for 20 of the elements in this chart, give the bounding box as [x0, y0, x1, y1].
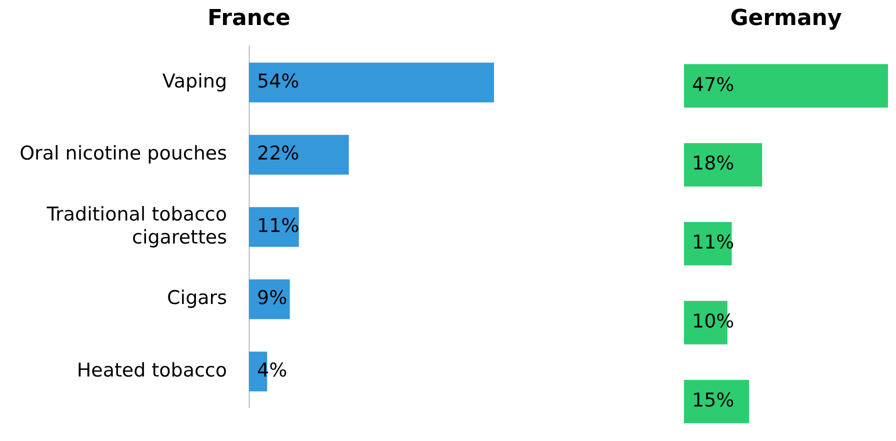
chart-title: France: [208, 6, 290, 31]
data-label: 47%: [692, 74, 734, 96]
y-tick-label: Vaping: [162, 70, 227, 92]
bar: [249, 207, 299, 247]
y-tick-label: Heated tobacco: [76, 359, 227, 382]
y-tick-label: Traditional tobacco cigarettes: [46, 204, 227, 248]
data-label: 15%: [692, 389, 734, 412]
data-label: 11%: [257, 214, 300, 237]
bar: [249, 62, 494, 102]
bar: [684, 380, 750, 424]
data-label: 18%: [692, 152, 734, 175]
data-label: 22%: [257, 142, 300, 165]
chart-title: Germany: [730, 6, 842, 31]
data-label: 9%: [257, 287, 288, 310]
bar: [249, 134, 349, 175]
y-tick-label: Cigars: [167, 287, 227, 310]
y-tick-label: Oral nicotine pouches: [20, 142, 227, 165]
bar: [684, 143, 762, 186]
data-label: 54%: [257, 70, 300, 92]
bar: [684, 64, 888, 108]
